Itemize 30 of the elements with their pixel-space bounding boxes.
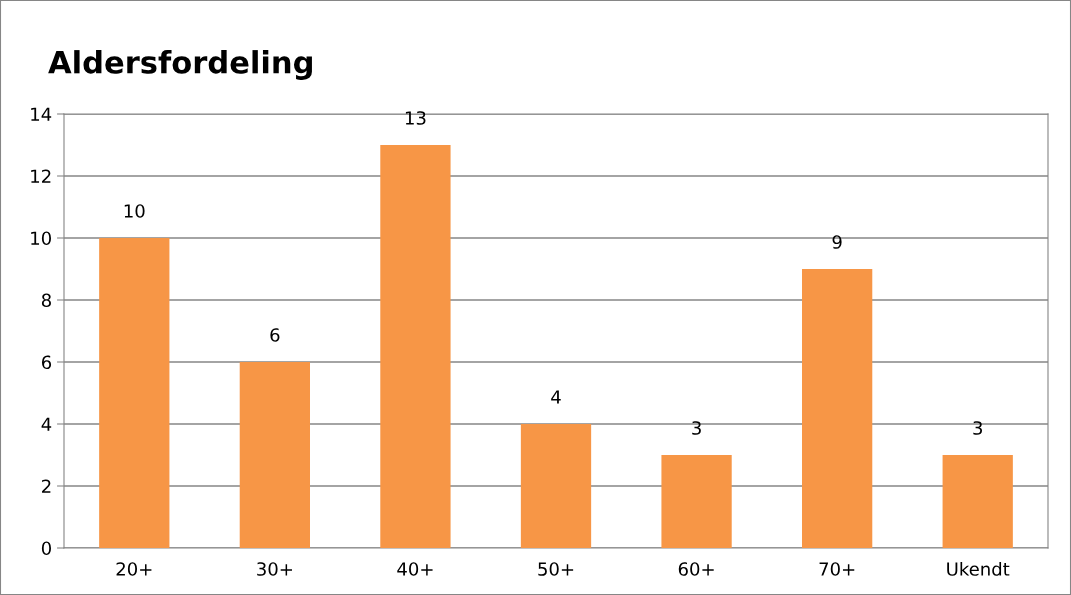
bar [661,455,732,548]
x-tick-label: 30+ [257,562,292,576]
y-tick-label: 14 [31,107,52,121]
x-tick-label: 60+ [678,562,714,576]
data-label: 10 [124,204,145,218]
chart-title: Aldersfordeling [48,50,312,80]
x-tick-label: Ukendt [947,561,1010,576]
data-label: 9 [832,235,842,249]
x-tick-label: 40+ [397,562,433,576]
y-tick-label: 8 [41,293,51,308]
data-label: 13 [405,111,426,125]
y-tick-label: 10 [31,231,51,246]
y-tick-label: 0 [41,541,51,556]
bar [520,424,592,548]
bar [802,269,873,548]
bar [380,145,451,548]
data-label: 6 [270,328,280,342]
data-label: 3 [973,421,983,435]
x-tick-label: 50+ [538,562,574,576]
y-tick-label: 4 [41,417,52,431]
y-tick-label: 2 [42,479,51,493]
x-tick-label: 20+ [116,562,152,576]
bar [99,238,170,548]
y-tick-label: 6 [41,355,52,370]
data-label: 3 [692,421,701,435]
x-tick-label: 70+ [819,562,855,576]
bar [239,362,310,548]
data-label: 4 [551,390,561,404]
bar [942,455,1013,548]
y-tick-label: 12 [31,169,51,183]
